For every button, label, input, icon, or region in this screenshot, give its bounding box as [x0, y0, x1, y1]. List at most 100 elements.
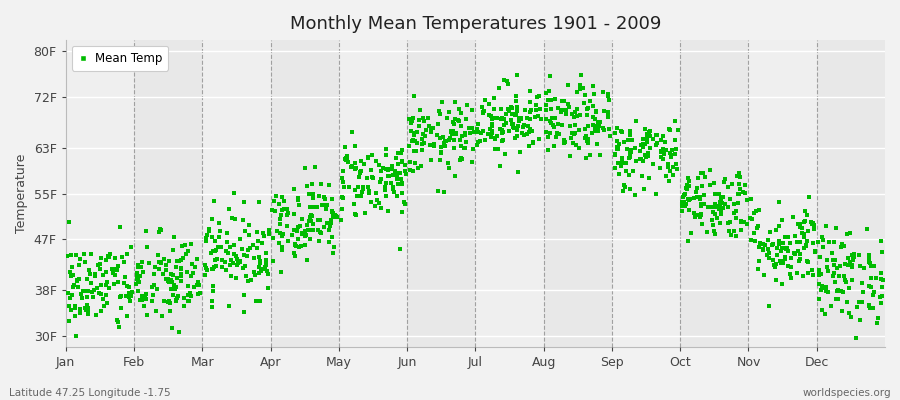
Point: [806, 221, 820, 228]
Point: [805, 266, 819, 273]
Text: worldspecies.org: worldspecies.org: [803, 388, 891, 398]
Point: [162, 279, 176, 285]
Point: [814, 234, 829, 240]
Point: [610, 124, 625, 131]
Point: [545, 115, 560, 121]
Point: [752, 265, 766, 272]
Point: [688, 210, 702, 216]
Point: [769, 277, 783, 284]
Point: [106, 269, 121, 276]
Point: [732, 170, 746, 176]
Y-axis label: Temperature: Temperature: [15, 154, 28, 233]
Point: [752, 207, 767, 213]
Point: [793, 250, 807, 257]
Point: [253, 297, 267, 304]
Point: [762, 250, 777, 256]
Point: [681, 207, 696, 213]
Point: [488, 146, 502, 152]
Point: [491, 146, 505, 152]
Point: [175, 265, 189, 272]
Point: [174, 264, 188, 271]
Point: [198, 271, 212, 278]
Point: [302, 214, 317, 220]
Point: [623, 128, 637, 134]
Point: [206, 248, 220, 255]
Point: [730, 173, 744, 180]
Point: [690, 212, 705, 218]
Point: [356, 186, 371, 192]
Point: [447, 121, 462, 127]
Title: Monthly Mean Temperatures 1901 - 2009: Monthly Mean Temperatures 1901 - 2009: [290, 15, 661, 33]
Point: [279, 206, 293, 212]
Point: [233, 236, 248, 242]
Point: [592, 122, 607, 129]
Point: [652, 165, 667, 171]
Point: [707, 201, 722, 207]
Point: [374, 176, 388, 182]
Point: [312, 238, 327, 244]
Point: [729, 208, 743, 214]
Point: [875, 292, 889, 299]
Point: [679, 185, 693, 191]
Point: [624, 149, 638, 156]
Point: [79, 307, 94, 313]
Point: [760, 245, 775, 252]
Point: [67, 284, 81, 291]
Point: [238, 309, 252, 316]
Point: [327, 214, 341, 220]
Point: [354, 168, 368, 174]
Point: [694, 203, 708, 209]
Point: [140, 244, 154, 250]
Point: [808, 248, 823, 254]
Point: [850, 304, 864, 310]
Point: [465, 107, 480, 114]
Point: [723, 219, 737, 225]
Point: [842, 285, 856, 291]
Point: [100, 300, 114, 306]
Point: [478, 137, 492, 144]
Point: [825, 273, 840, 280]
Point: [565, 130, 580, 136]
Point: [247, 269, 261, 275]
Point: [720, 184, 734, 190]
Point: [374, 205, 389, 211]
Point: [824, 303, 838, 309]
Point: [614, 128, 628, 135]
Point: [253, 260, 267, 266]
Point: [144, 298, 158, 304]
Bar: [338, 40, 407, 347]
Point: [192, 282, 206, 288]
Point: [292, 223, 307, 230]
Point: [364, 152, 379, 158]
Point: [589, 123, 603, 129]
Point: [519, 115, 534, 121]
Point: [393, 150, 408, 156]
Point: [325, 208, 339, 214]
Point: [643, 128, 657, 134]
Point: [315, 202, 329, 208]
Point: [368, 158, 382, 164]
Point: [837, 277, 851, 284]
Point: [840, 231, 854, 238]
Point: [561, 82, 575, 88]
Point: [610, 146, 625, 152]
Point: [269, 193, 284, 200]
Point: [629, 158, 643, 164]
Point: [875, 249, 889, 255]
Point: [615, 129, 629, 135]
Point: [678, 203, 692, 209]
Point: [306, 221, 320, 227]
Point: [804, 219, 818, 225]
Point: [131, 262, 146, 268]
Point: [679, 201, 693, 208]
Point: [847, 251, 861, 257]
Point: [522, 126, 536, 132]
Point: [238, 272, 253, 279]
Point: [668, 136, 682, 143]
Point: [171, 258, 185, 264]
Point: [403, 167, 418, 173]
Point: [471, 138, 485, 145]
Point: [559, 107, 573, 114]
Point: [261, 285, 275, 291]
Point: [779, 245, 794, 251]
